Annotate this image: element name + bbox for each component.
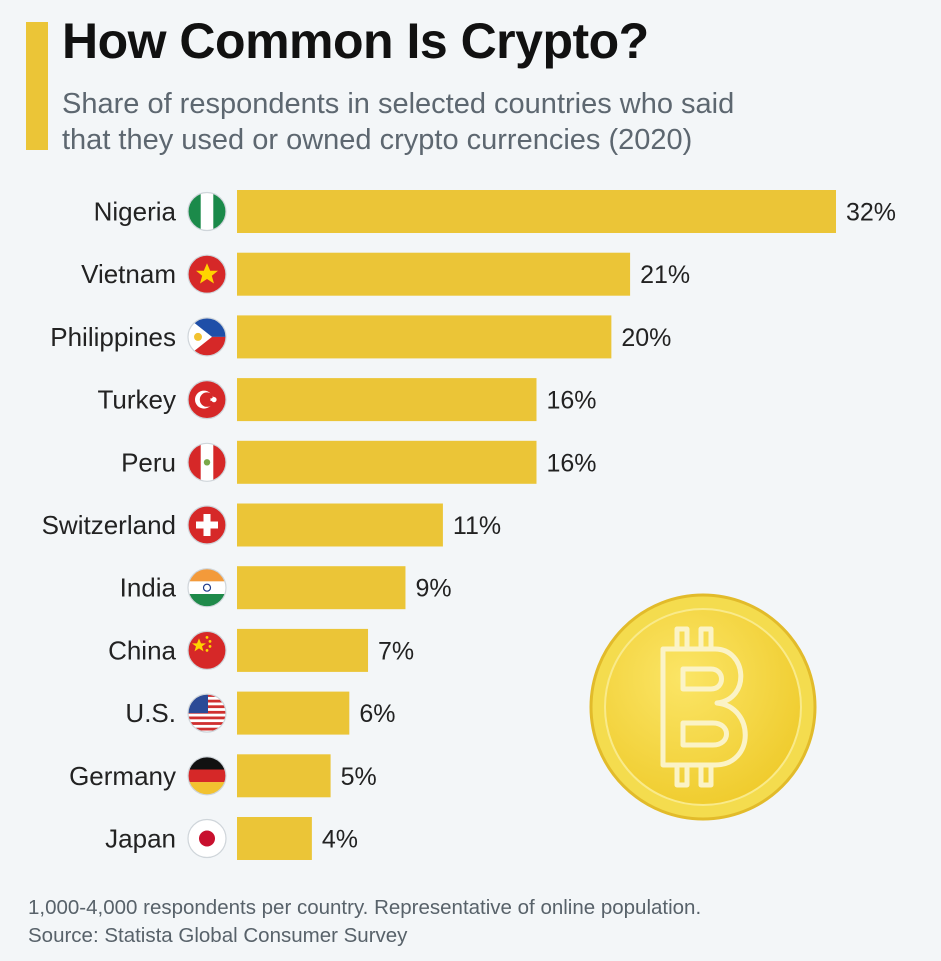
- category-label: Switzerland: [42, 510, 176, 540]
- bar-row: Peru 16%: [121, 440, 597, 484]
- category-label: China: [108, 635, 176, 665]
- value-label: 5%: [341, 763, 377, 791]
- bar-row: China 7%: [108, 628, 414, 672]
- germany-flag-icon: [187, 756, 227, 796]
- value-label: 9%: [415, 575, 451, 603]
- category-label: Peru: [121, 447, 176, 477]
- bar: [237, 566, 406, 610]
- value-label: 16%: [547, 387, 597, 415]
- category-label: India: [120, 573, 177, 603]
- bar: [237, 315, 612, 359]
- bar-row: Japan 4%: [105, 817, 358, 860]
- category-label: Nigeria: [94, 197, 177, 227]
- bar-row: Philippines 20%: [50, 315, 671, 359]
- china-flag-icon: [187, 630, 227, 671]
- chart-title: How Common Is Crypto?: [62, 13, 649, 69]
- bar: [237, 190, 836, 233]
- nigeria-flag-icon: [187, 191, 227, 232]
- bar: [237, 252, 631, 296]
- value-label: 32%: [846, 199, 896, 227]
- value-label: 20%: [621, 324, 671, 352]
- category-label: Germany: [69, 761, 176, 791]
- footnote-source: Source: Statista Global Consumer Survey: [28, 924, 408, 947]
- title-accent-bar: [26, 22, 48, 150]
- bar: [237, 754, 331, 798]
- value-label: 16%: [547, 449, 597, 477]
- bar: [237, 503, 443, 547]
- peru-flag-icon: [187, 442, 227, 482]
- bar: [237, 628, 369, 672]
- bar-row: Turkey 16%: [98, 378, 597, 422]
- bar: [237, 440, 537, 484]
- bar-row: Nigeria 32%: [94, 190, 896, 233]
- category-label: Philippines: [50, 322, 176, 352]
- us-flag-icon: [187, 693, 227, 733]
- bar-row: Germany 5%: [69, 754, 377, 798]
- category-label: Japan: [105, 824, 176, 854]
- category-label: Turkey: [98, 385, 177, 415]
- india-flag-icon: [187, 568, 227, 608]
- footnote-respondents: 1,000-4,000 respondents per country. Rep…: [28, 896, 702, 919]
- turkey-flag-icon: [187, 380, 227, 420]
- switzerland-flag-icon: [187, 505, 227, 545]
- value-label: 11%: [453, 512, 501, 540]
- bar: [237, 378, 537, 422]
- bar-row: U.S. 6%: [125, 691, 395, 735]
- footnote: 1,000-4,000 respondents per country. Rep…: [28, 894, 701, 950]
- bitcoin-coin-icon: [589, 593, 817, 821]
- bar: [237, 691, 350, 735]
- bar-row: India 9%: [120, 566, 452, 610]
- subtitle-line-1: Share of respondents in selected countri…: [62, 88, 735, 120]
- value-label: 4%: [322, 826, 358, 854]
- value-label: 7%: [378, 637, 414, 665]
- category-label: Vietnam: [81, 259, 176, 289]
- subtitle-line-2: that they used or owned crypto currencie…: [62, 124, 693, 156]
- vietnam-flag-icon: [187, 254, 227, 294]
- bar-row: Switzerland 11%: [42, 503, 501, 547]
- category-label: U.S.: [125, 698, 176, 728]
- bar: [237, 817, 312, 860]
- philippines-flag-icon: [187, 317, 227, 357]
- value-label: 6%: [359, 700, 395, 728]
- chart-subtitle: Share of respondents in selected countri…: [62, 86, 862, 158]
- value-label: 21%: [640, 261, 690, 289]
- bar-row: Vietnam 21%: [81, 252, 690, 296]
- japan-flag-icon: [187, 818, 227, 859]
